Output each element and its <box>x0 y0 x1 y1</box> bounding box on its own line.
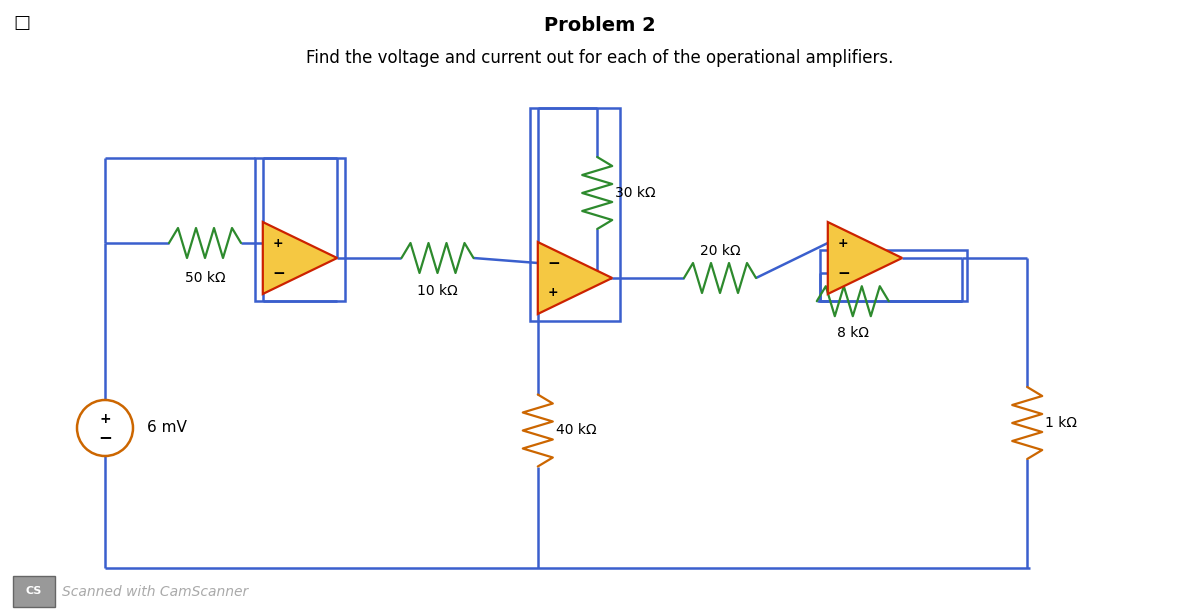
Bar <box>254 158 346 301</box>
Text: Scanned with CamScanner: Scanned with CamScanner <box>62 585 248 598</box>
Text: 10 kΩ: 10 kΩ <box>418 284 458 298</box>
Text: +: + <box>838 237 848 249</box>
Text: −: − <box>838 265 851 281</box>
Bar <box>820 250 967 301</box>
Text: CS: CS <box>26 587 42 596</box>
Text: +: + <box>272 237 283 249</box>
FancyBboxPatch shape <box>13 576 55 607</box>
Polygon shape <box>263 222 337 294</box>
Text: −: − <box>98 428 112 446</box>
Text: Problem 2: Problem 2 <box>544 15 656 34</box>
Bar <box>530 108 620 321</box>
Text: 30 kΩ: 30 kΩ <box>616 186 656 200</box>
Text: □: □ <box>13 14 30 32</box>
Polygon shape <box>828 222 902 294</box>
Text: 8 kΩ: 8 kΩ <box>836 326 869 340</box>
Text: Find the voltage and current out for each of the operational amplifiers.: Find the voltage and current out for eac… <box>306 49 894 67</box>
Text: 1 kΩ: 1 kΩ <box>1045 416 1078 430</box>
Text: 20 kΩ: 20 kΩ <box>700 244 740 258</box>
Text: −: − <box>547 256 560 270</box>
Text: 50 kΩ: 50 kΩ <box>185 271 226 285</box>
Text: +: + <box>547 286 558 300</box>
Text: −: − <box>272 265 286 281</box>
Text: 40 kΩ: 40 kΩ <box>556 424 596 438</box>
Text: 6 mV: 6 mV <box>148 421 187 435</box>
Polygon shape <box>538 242 612 314</box>
Text: +: + <box>100 412 110 426</box>
